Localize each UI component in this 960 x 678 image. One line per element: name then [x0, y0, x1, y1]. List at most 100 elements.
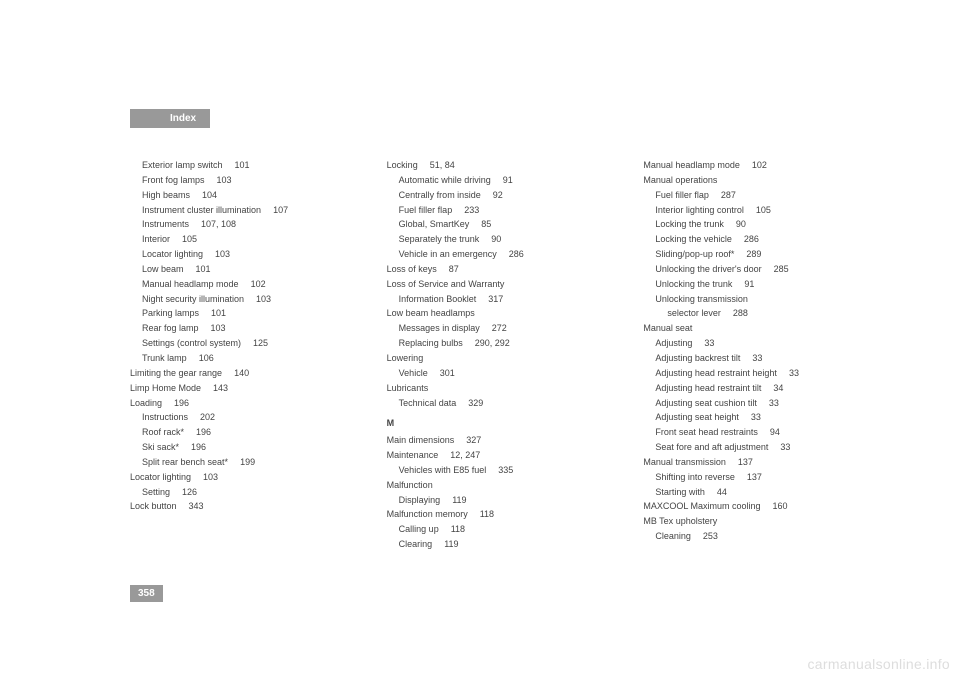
index-entry: Night security illumination103 [130, 292, 357, 307]
index-entry: High beams104 [130, 188, 357, 203]
index-entry: Adjusting backrest tilt 33 [643, 351, 870, 366]
index-entry: Locking the trunk90 [643, 217, 870, 232]
index-entry: Unlocking transmission [643, 292, 870, 307]
index-entry: Settings (control system)125 [130, 336, 357, 351]
entry-pages: 33 [752, 353, 762, 363]
entry-text: Trunk lamp [142, 353, 187, 363]
index-entry: Maintenance12, 247 [387, 448, 614, 463]
index-entry: Locator lighting103 [130, 470, 357, 485]
entry-text: Locking the vehicle [655, 234, 732, 244]
entry-text: Low beam headlamps [387, 308, 475, 318]
entry-pages: 143 [213, 383, 228, 393]
entry-text: Maintenance [387, 450, 439, 460]
entry-text: Interior lighting control [655, 205, 744, 215]
index-entry: Instrument cluster illumination107 [130, 203, 357, 218]
entry-pages: 199 [240, 457, 255, 467]
entry-text: Instruments [142, 219, 189, 229]
entry-pages: 119 [444, 539, 458, 549]
index-entry: Automatic while driving91 [387, 173, 614, 188]
entry-pages: 33 [780, 442, 790, 452]
entry-text: Lubricants [387, 383, 429, 393]
entry-text: Adjusting seat cushion tilt [655, 398, 757, 408]
entry-text: Adjusting head restraint height [655, 368, 777, 378]
entry-text: Information Booklet [399, 294, 477, 304]
entry-pages: 105 [756, 205, 771, 215]
index-entry: Adjusting seat cushion tilt33 [643, 396, 870, 411]
entry-pages: 91 [503, 175, 513, 185]
entry-text: Fuel filler flap [655, 190, 709, 200]
entry-pages: 301 [440, 368, 455, 378]
entry-pages: 160 [773, 501, 788, 511]
entry-text: Front seat head restraints [655, 427, 758, 437]
entry-pages: 94 [770, 427, 780, 437]
index-entry: Sliding/pop-up roof*289 [643, 247, 870, 262]
entry-pages: 33 [751, 412, 761, 422]
entry-text: Instructions [142, 412, 188, 422]
entry-text: Front fog lamps [142, 175, 205, 185]
entry-text: Displaying [399, 495, 441, 505]
index-entry: Adjusting seat height33 [643, 410, 870, 425]
index-entry: Loss of Service and Warranty [387, 277, 614, 292]
entry-text: Unlocking transmission [655, 294, 748, 304]
index-entry: Technical data329 [387, 396, 614, 411]
entry-pages: 290, 292 [475, 338, 510, 348]
entry-text: Limp Home Mode [130, 383, 201, 393]
entry-text: Limiting the gear range [130, 368, 222, 378]
entry-pages: 286 [744, 234, 759, 244]
index-entry: Vehicle in an emergency286 [387, 247, 614, 262]
entry-pages: 287 [721, 190, 736, 200]
entry-pages: 317 [488, 294, 503, 304]
entry-pages: 102 [251, 279, 266, 289]
entry-pages: 196 [191, 442, 206, 452]
index-columns: Exterior lamp switch101Front fog lamps10… [130, 158, 870, 552]
entry-pages: 106 [199, 353, 214, 363]
entry-text: Instrument cluster illumination [142, 205, 261, 215]
index-entry: Locator lighting103 [130, 247, 357, 262]
index-entry: MB Tex upholstery [643, 514, 870, 529]
entry-pages: 288 [733, 308, 748, 318]
entry-text: Replacing bulbs [399, 338, 463, 348]
index-entry: Separately the trunk90 [387, 232, 614, 247]
entry-pages: 233 [464, 205, 479, 215]
entry-text: Shifting into reverse [655, 472, 735, 482]
entry-pages: 104 [202, 190, 217, 200]
index-entry: Cleaning253 [643, 529, 870, 544]
entry-text: Vehicle in an emergency [399, 249, 497, 259]
index-entry: Rear fog lamp103 [130, 321, 357, 336]
index-entry: Malfunction [387, 478, 614, 493]
entry-text: Manual headlamp mode [142, 279, 239, 289]
entry-text: Technical data [399, 398, 457, 408]
entry-pages: 51, 84 [430, 160, 455, 170]
entry-text: Loss of keys [387, 264, 437, 274]
entry-pages: 44 [717, 487, 727, 497]
index-entry: Locking the vehicle 286 [643, 232, 870, 247]
entry-pages: 125 [253, 338, 268, 348]
entry-text: Lowering [387, 353, 424, 363]
index-entry: Replacing bulbs 290, 292 [387, 336, 614, 351]
entry-text: Calling up [399, 524, 439, 534]
entry-text: Seat fore and aft adjustment [655, 442, 768, 452]
entry-pages: 202 [200, 412, 215, 422]
entry-text: MB Tex upholstery [643, 516, 717, 526]
column-2: Locking51, 84Automatic while driving91Ce… [387, 158, 614, 552]
entry-text: Adjusting [655, 338, 692, 348]
entry-text: Global, SmartKey [399, 219, 470, 229]
entry-pages: 90 [491, 234, 501, 244]
entry-text: Adjusting backrest tilt [655, 353, 740, 363]
entry-pages: 335 [498, 465, 513, 475]
index-entry: Lubricants [387, 381, 614, 396]
entry-text: Centrally from inside [399, 190, 481, 200]
index-entry: Instruments107, 108 [130, 217, 357, 232]
entry-pages: 105 [182, 234, 197, 244]
entry-pages: 126 [182, 487, 197, 497]
entry-text: Roof rack* [142, 427, 184, 437]
entry-text: MAXCOOL Maximum cooling [643, 501, 760, 511]
index-entry: Unlocking the driver's door285 [643, 262, 870, 277]
entry-text: Manual transmission [643, 457, 726, 467]
index-entry: Unlocking the trunk91 [643, 277, 870, 292]
entry-pages: 103 [211, 323, 226, 333]
index-entry: Manual seat [643, 321, 870, 336]
entry-text: Malfunction memory [387, 509, 468, 519]
entry-pages: 85 [481, 219, 491, 229]
watermark: carmanualsonline.info [808, 656, 951, 672]
